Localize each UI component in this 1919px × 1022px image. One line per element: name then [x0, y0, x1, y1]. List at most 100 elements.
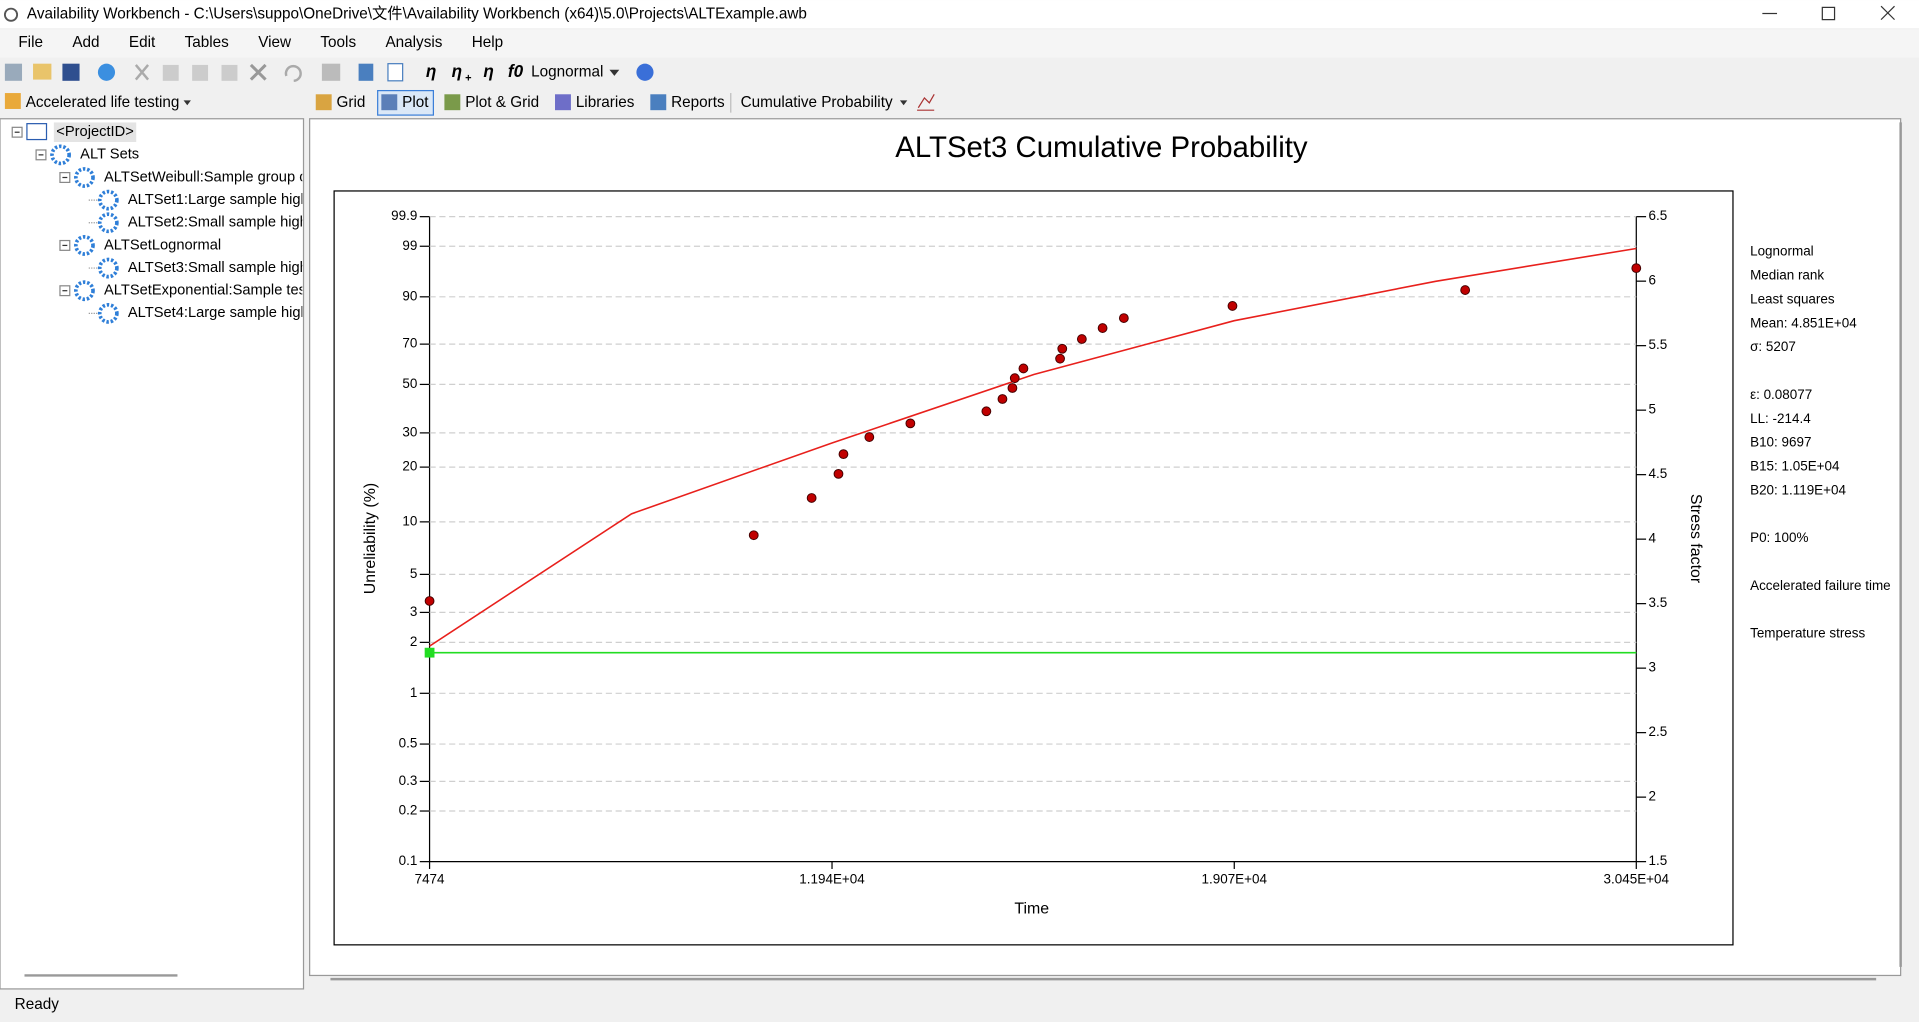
menu-item[interactable]: Edit — [129, 34, 156, 51]
tree-label[interactable]: ALTSet1:Large sample high t — [128, 192, 317, 208]
data-point — [748, 530, 759, 541]
view-tabs: Grid Plot Plot & Grid Libraries Reports Cumul… — [315, 89, 935, 116]
view-tab[interactable]: Libraries — [576, 94, 635, 111]
menu-item[interactable]: File — [18, 34, 43, 51]
tree-label[interactable]: ALT Sets — [80, 147, 139, 163]
tool-open[interactable] — [33, 63, 52, 80]
tree-label[interactable]: ALTSet4:Large sample high c — [128, 305, 320, 321]
stress-marker — [424, 647, 435, 658]
menu-item[interactable]: Analysis — [385, 34, 442, 51]
tree-label[interactable]: ALTSetExponential:Sample test fo — [104, 283, 326, 299]
tool-lib[interactable] — [358, 63, 374, 81]
tool-cut[interactable] — [134, 64, 150, 81]
y-tick-label: 30 — [402, 424, 417, 439]
view-tab[interactable]: Reports — [671, 94, 725, 111]
dropdown-arrow[interactable] — [609, 69, 620, 76]
y-tick-label: 1 — [410, 685, 417, 700]
menu-item[interactable]: Tables — [185, 34, 230, 51]
tool-symbol[interactable]: η — [483, 61, 493, 81]
status-text: Ready — [15, 996, 60, 1013]
data-point — [1631, 263, 1642, 274]
tree-label[interactable]: ALTSetLognormal — [104, 237, 221, 253]
distribution-selector[interactable]: Lognormal — [531, 63, 603, 80]
tool-symbol[interactable]: η — [452, 61, 462, 81]
tool-copy[interactable] — [162, 64, 179, 81]
menu-item[interactable]: Help — [472, 34, 503, 51]
y-tick-label: 50 — [402, 376, 417, 391]
tree-label[interactable]: ALTSetWeibull:Sample group of t — [104, 169, 320, 185]
tree-icon — [26, 123, 48, 141]
y-tick-label: 99.9 — [391, 208, 417, 223]
y-axis-label: Unreliability (%) — [362, 483, 379, 594]
tree-label[interactable]: <ProjectID> — [56, 124, 133, 140]
title-bar — [0, 0, 1919, 29]
data-point — [905, 418, 916, 429]
tool-run[interactable] — [97, 63, 116, 81]
tool-help[interactable] — [636, 63, 654, 81]
stat-line: LL: -214.4 — [1750, 411, 1811, 426]
tab-icon — [444, 94, 461, 111]
data-point — [1076, 334, 1087, 344]
y-tick-label: 99 — [402, 238, 417, 253]
tool-new[interactable] — [4, 63, 23, 81]
y2-tick-label: 3 — [1649, 660, 1656, 675]
tool-paste[interactable] — [192, 64, 209, 81]
stat-line: Median rank — [1750, 268, 1824, 283]
tool-doc[interactable] — [387, 63, 404, 82]
tool-delete[interactable] — [249, 63, 267, 81]
view-tab[interactable]: Grid — [337, 94, 366, 111]
view-tab[interactable]: Plot & Grid — [465, 94, 539, 111]
y-tick-label: 10 — [402, 513, 417, 528]
tool-symbol[interactable]: η — [426, 61, 436, 81]
x-axis-label: Time — [1014, 901, 1049, 918]
tool-save[interactable] — [62, 63, 80, 81]
data-point — [1009, 373, 1020, 384]
window-title: Availability Workbench - C:\Users\suppo\… — [27, 6, 807, 23]
data-point — [864, 432, 875, 442]
stat-line: B10: 9697 — [1750, 435, 1811, 450]
restore-button[interactable] — [1821, 6, 1836, 21]
tree-label[interactable]: ALTSet3:Small sample high te — [128, 260, 324, 276]
menu-bar — [0, 29, 1919, 58]
x-tick-label: 3.045E+04 — [1604, 872, 1670, 887]
tree-icon — [74, 167, 95, 188]
tool-symbol[interactable]: f0 — [508, 61, 524, 81]
close-button[interactable] — [1880, 5, 1895, 21]
y-tick-label: 5 — [410, 566, 417, 581]
data-point — [806, 493, 817, 503]
tool-print[interactable] — [321, 63, 341, 81]
y-tick-label: 20 — [402, 459, 417, 474]
module-selector[interactable]: Accelerated life testing — [26, 94, 180, 111]
view-tab[interactable]: Plot — [402, 94, 429, 111]
dropdown-arrow[interactable] — [899, 100, 908, 106]
tree-panel — [0, 118, 305, 990]
menu-item[interactable]: Add — [72, 34, 99, 51]
tree-label[interactable]: ALTSet2:Small sample high te — [128, 215, 324, 231]
chart-title: ALTSet3 Cumulative Probability — [895, 131, 1308, 164]
menu-item[interactable]: View — [258, 34, 292, 51]
tool-undo[interactable] — [284, 64, 302, 83]
fit-line — [429, 247, 1637, 647]
plus-mark: + — [465, 72, 471, 84]
y2-tick-label: 1.5 — [1649, 853, 1668, 868]
menu-item[interactable]: Tools — [320, 34, 356, 51]
tree-icon — [74, 280, 95, 302]
dropdown-arrow[interactable] — [183, 100, 191, 106]
data-point — [424, 596, 435, 606]
y2-tick-label: 2.5 — [1649, 724, 1668, 739]
y-tick-label: 2 — [410, 634, 417, 649]
symbols: η η η f0+ Lognormal — [426, 61, 603, 84]
data-point — [1097, 323, 1108, 333]
plot: 0.1 0.2 0.3 0.5 1 2 3 5 10 20 30 50 70 90 99 99.9 1.5 2 2.… — [391, 208, 1891, 886]
data-point — [1055, 353, 1065, 364]
stat-line: Accelerated failure time — [1750, 578, 1891, 593]
plot-option-icon[interactable] — [917, 93, 935, 111]
tool-paste2[interactable] — [221, 64, 238, 81]
tab-icon — [315, 94, 332, 111]
x-tick-label: 1.907E+04 — [1202, 872, 1268, 887]
plot-type-selector[interactable]: Cumulative Probability — [741, 94, 893, 111]
y2-tick-label: 4.5 — [1649, 466, 1668, 481]
tree-icon — [97, 189, 119, 211]
x-tick-label: 1.194E+04 — [799, 872, 865, 887]
